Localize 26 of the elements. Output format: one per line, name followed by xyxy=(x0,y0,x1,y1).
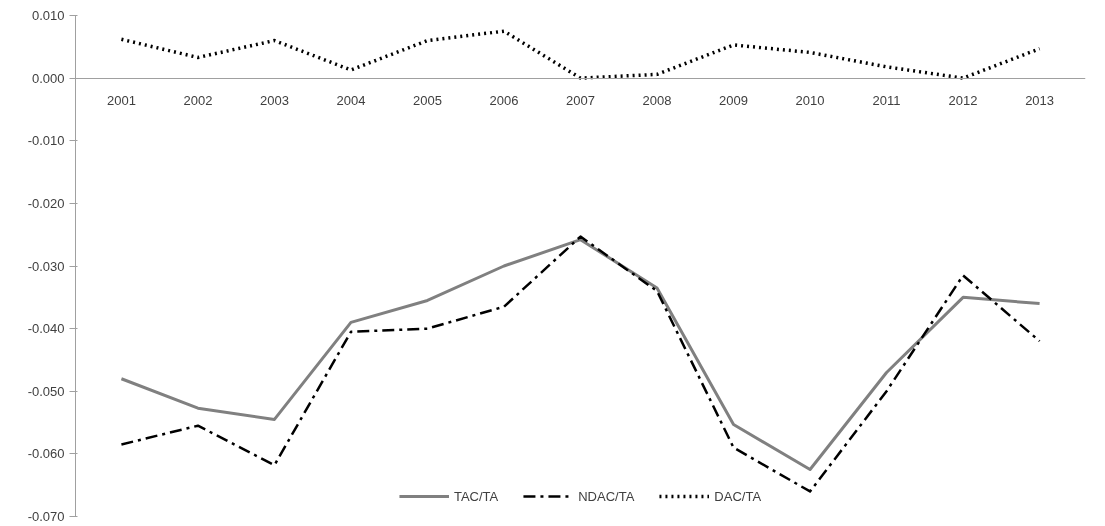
x-tick-label: 2002 xyxy=(183,93,213,109)
x-tick-label: 2010 xyxy=(795,93,825,109)
y-tick-label: -0.030 xyxy=(27,258,65,274)
y-tick-label: 0.010 xyxy=(31,8,65,23)
legend-label: DAC/TA xyxy=(714,488,762,504)
y-tick-label: -0.020 xyxy=(27,195,65,211)
x-tick-label: 2009 xyxy=(719,93,748,109)
legend-label: NDAC/TA xyxy=(578,488,635,504)
x-tick-label: 2012 xyxy=(948,93,978,109)
x-tick-label: 2001 xyxy=(106,93,136,109)
x-tick-label: 2003 xyxy=(259,93,289,109)
x-tick-label: 2007 xyxy=(566,93,595,109)
y-tick-label: -0.050 xyxy=(27,383,65,399)
y-tick-label: -0.010 xyxy=(27,133,65,149)
y-tick-label: -0.060 xyxy=(27,446,65,462)
x-tick-label: 2008 xyxy=(642,93,672,109)
y-tick-label: -0.040 xyxy=(27,321,65,337)
legend-label: TAC/TA xyxy=(453,488,499,504)
x-tick-label: 2013 xyxy=(1025,93,1055,109)
y-tick-label: -0.070 xyxy=(27,509,65,524)
x-tick-label: 2006 xyxy=(489,93,519,109)
x-tick-label: 2005 xyxy=(413,93,442,109)
line-series xyxy=(119,29,1042,80)
x-tick-label: 2004 xyxy=(336,93,366,109)
x-tick-label: 2011 xyxy=(872,93,901,109)
y-tick-label: 0.000 xyxy=(31,70,65,86)
